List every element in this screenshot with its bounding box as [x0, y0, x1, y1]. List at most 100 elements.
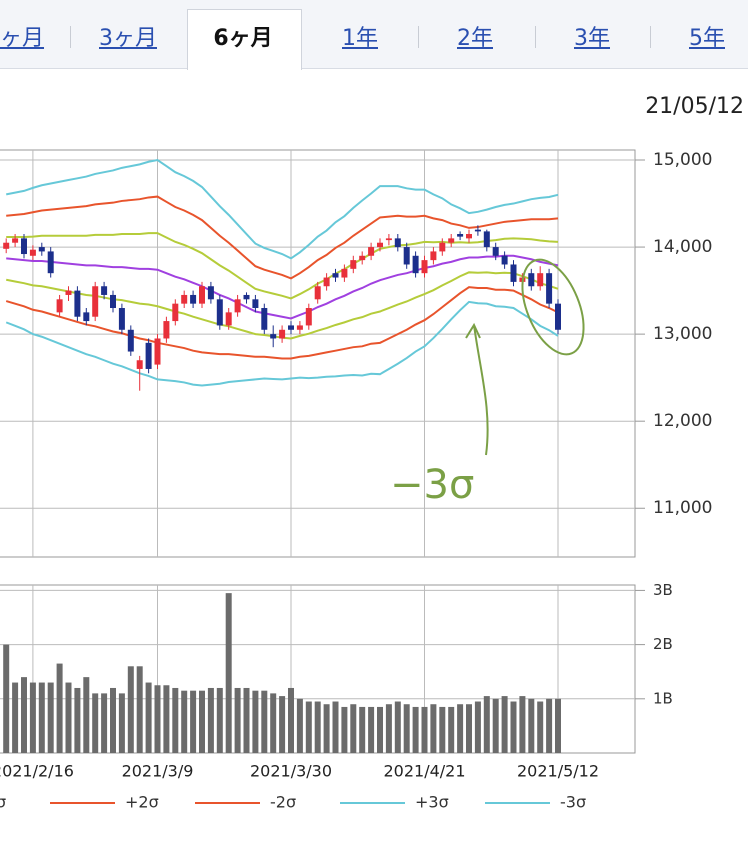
volume-bar: [555, 698, 561, 753]
y-tick-label: 11,000: [653, 498, 712, 518]
separator: [535, 26, 536, 48]
candle-body: [385, 238, 392, 241]
candle-body: [359, 255, 366, 261]
volume-bar: [145, 682, 152, 753]
volume-bar: [216, 687, 223, 753]
band-line: [6, 195, 559, 280]
volume-bar: [65, 682, 72, 753]
volume-bar: [163, 685, 170, 753]
y-tick-label: 14,000: [653, 237, 712, 257]
volume-bar: [412, 706, 419, 753]
candle-body: [181, 294, 188, 304]
candle-body: [430, 251, 437, 261]
volume-bar: [288, 687, 294, 753]
volume-bar: [501, 696, 508, 753]
y-tick-label: 12,000: [653, 411, 712, 431]
candle-body: [3, 242, 10, 249]
volume-bar: [421, 706, 428, 753]
volume-bar: [296, 698, 303, 753]
volume-bar: [181, 690, 188, 753]
band-line: [6, 158, 559, 260]
candle-body: [457, 234, 464, 237]
y-tick-label: 1B: [653, 689, 673, 707]
tab[interactable]: 2年: [457, 26, 493, 51]
candle-body: [163, 321, 170, 339]
candle-body: [118, 308, 125, 330]
volume-bar: [519, 696, 526, 753]
candle-body: [279, 329, 286, 339]
volume-bar: [136, 666, 143, 753]
candle-body: [314, 286, 321, 300]
candle-body: [29, 249, 36, 256]
volume-bar: [350, 704, 357, 753]
annotation: −3σ: [390, 462, 474, 508]
candle-body: [368, 247, 375, 256]
candle-body: [216, 299, 223, 326]
x-tick-label: 2021/3/9: [122, 762, 194, 781]
candle-body: [546, 273, 553, 304]
volume-bar: [439, 706, 446, 753]
tab[interactable]: 6ヶ月: [213, 26, 273, 51]
candle-body: [341, 268, 348, 278]
candle-body: [225, 312, 232, 326]
candle-body: [74, 290, 81, 317]
candle-body: [56, 299, 63, 313]
annotation-arrow: [465, 322, 489, 456]
candle-body: [172, 303, 179, 322]
candle-body: [38, 247, 45, 252]
volume-bar: [21, 677, 27, 753]
tab[interactable]: ヶ月: [0, 26, 45, 51]
candle-body: [110, 294, 116, 309]
candle-body: [92, 286, 99, 317]
volume-bar: [118, 693, 125, 753]
candle-body: [154, 338, 161, 365]
candle-body: [261, 308, 268, 330]
tab[interactable]: 1年: [342, 26, 378, 51]
candle-body: [234, 299, 241, 313]
volume-bar: [448, 706, 455, 753]
candle-body: [492, 247, 499, 256]
tab[interactable]: 3ヶ月: [99, 26, 157, 51]
candle-body: [377, 242, 383, 248]
volume-bar: [510, 701, 517, 753]
candle-body: [101, 286, 108, 295]
volume-bar: [492, 698, 499, 753]
volume-bar: [483, 696, 490, 753]
candle-body: [207, 286, 214, 300]
tab-bar: ヶ月 3ヶ月 6ヶ月 1年 2年 3年 5年: [0, 0, 748, 70]
candle-body: [510, 264, 517, 282]
volume-bar: [172, 687, 179, 753]
volume-bar: [207, 687, 214, 753]
tab[interactable]: 3年: [574, 26, 610, 51]
volume-bar: [243, 687, 250, 753]
candle-body: [466, 234, 472, 239]
legend-label: -2σ: [270, 793, 296, 812]
candle-body: [12, 238, 19, 243]
volume-bar: [12, 682, 19, 753]
volume-bar: [528, 698, 535, 753]
volume-bar: [225, 593, 232, 753]
candle-body: [537, 273, 544, 287]
date-label: 21/05/12: [645, 94, 744, 119]
candle-body: [243, 294, 250, 300]
volume-bar: [83, 677, 90, 753]
candle-body: [145, 342, 152, 369]
band-line: [6, 232, 559, 300]
volume-bar: [341, 706, 348, 753]
volume-bar: [101, 693, 108, 753]
candle-body: [199, 286, 205, 304]
tab[interactable]: 5年: [689, 26, 725, 51]
separator: [70, 26, 71, 48]
volume-bar: [314, 701, 321, 753]
volume-bar: [199, 690, 205, 753]
candle-body: [47, 251, 54, 274]
volume-bar: [403, 704, 410, 753]
candle-body: [190, 294, 197, 304]
volume-bar: [127, 666, 134, 753]
y-tick-label: 15,000: [653, 150, 712, 170]
candle-body: [252, 299, 259, 309]
y-tick-label: 2B: [653, 635, 673, 653]
candle-body: [350, 260, 357, 269]
